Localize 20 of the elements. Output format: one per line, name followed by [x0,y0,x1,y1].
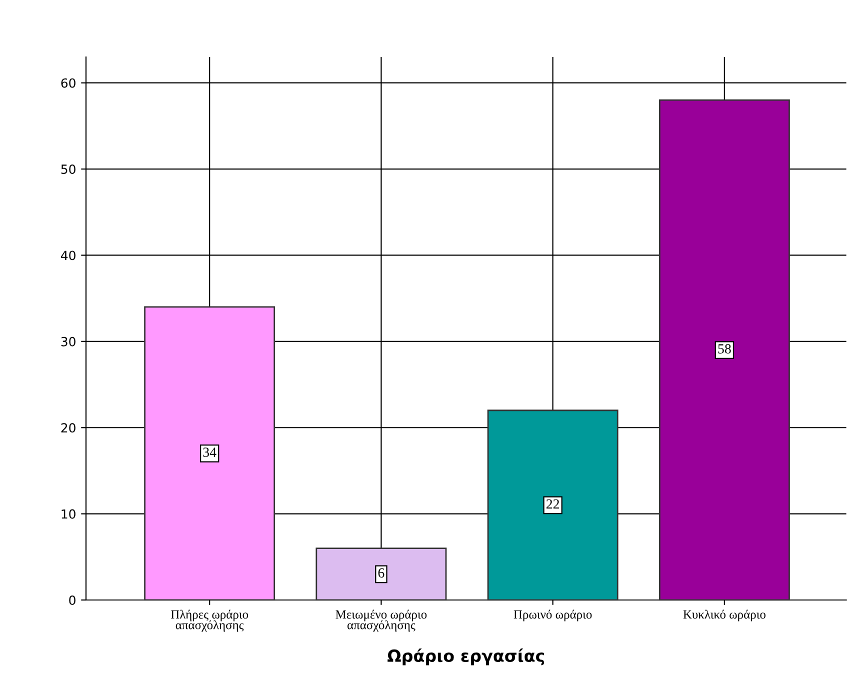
data-label: 6 [378,568,384,578]
data-label: 22 [546,499,559,509]
y-tick-label: 50 [61,164,76,174]
x-tick-label: Πρωινό ωράριο [514,610,592,622]
x-axis-title: Ωράριο εργασίας [388,648,544,666]
bar [487,410,618,600]
y-tick-label: 0 [69,595,76,605]
x-tick-label: Πλήρες ωράριο απασχόλησης [170,610,248,632]
y-tick-label: 60 [61,78,76,88]
y-tick-label: 20 [61,423,76,433]
x-tick-label: Κυκλικό ωράριο [683,610,766,622]
bar [144,306,276,600]
y-tick-label: 10 [62,509,76,519]
y-tick-label: 30 [61,336,76,346]
x-tick-label: Μειωμένο ωράριο απασχόλησης [336,610,427,632]
y-tick-label: 40 [60,250,76,260]
data-label: 58 [718,344,731,354]
bar [658,99,790,600]
data-label: 34 [203,448,216,457]
bar [316,548,447,600]
